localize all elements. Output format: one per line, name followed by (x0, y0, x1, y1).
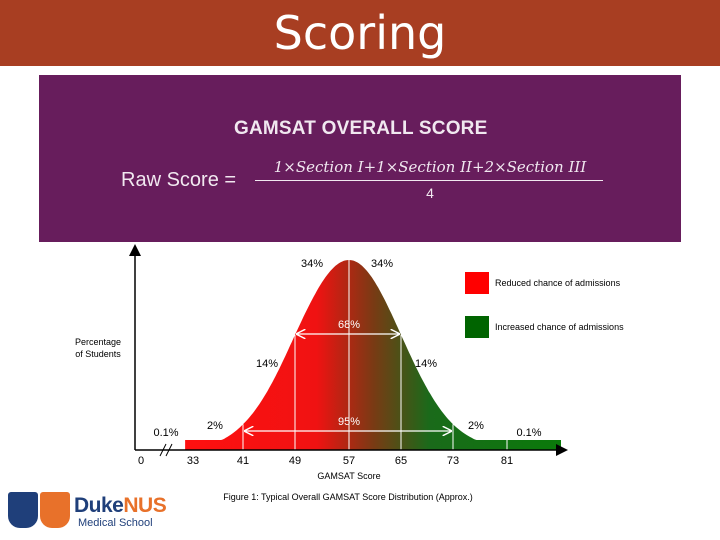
formula-denominator: 4 (426, 185, 434, 201)
segment-label-1: 2% (207, 420, 223, 432)
legend-swatch-0 (465, 272, 489, 294)
y-axis-label-line2: of Students (75, 349, 121, 359)
page-title: Scoring (273, 6, 447, 60)
figure-caption: Figure 1: Typical Overall GAMSAT Score D… (223, 492, 473, 502)
x-tick-label-73: 73 (447, 455, 459, 467)
duke-shield-icon (8, 492, 38, 528)
x-tick-label-81: 81 (501, 455, 513, 467)
formula-lhs: Raw Score = (121, 169, 237, 191)
segment-label-2: 14% (256, 358, 278, 370)
x-tick-label-0: 0 (138, 455, 144, 467)
x-tick-label-33: 33 (187, 455, 199, 467)
x-axis-label: GAMSAT Score (317, 471, 380, 481)
title-banner: Scoring (0, 0, 720, 66)
logo-brand-right: NUS (123, 494, 167, 517)
segment-label-5: 14% (415, 358, 437, 370)
interval-label-0: 68% (338, 319, 360, 331)
distribution-curve (185, 260, 561, 450)
interval-label-1: 95% (338, 416, 360, 428)
formula-title: GAMSAT OVERALL SCORE (234, 118, 488, 139)
logo-subtitle: Medical School (78, 517, 153, 529)
legend-label-1: Increased chance of admissions (495, 322, 624, 332)
logo-wordmark: DukeNUS (74, 494, 167, 518)
formula-numerator: 1×Section I+1×Section II+2×Section III (273, 158, 587, 176)
segment-label-6: 2% (468, 420, 484, 432)
nus-shield-icon (40, 492, 70, 528)
segment-label-4: 34% (371, 258, 393, 270)
legend-label-0: Reduced chance of admissions (495, 278, 621, 288)
segment-label-0: 0.1% (153, 427, 178, 439)
formula-panel: GAMSAT OVERALL SCORE Raw Score = 1×Secti… (39, 75, 681, 242)
x-tick-label-41: 41 (237, 455, 249, 467)
fraction-bar (255, 180, 603, 181)
x-tick-label-49: 49 (289, 455, 301, 467)
segment-label-7: 0.1% (516, 427, 541, 439)
duke-nus-logo: DukeNUS Medical School (8, 492, 168, 532)
score-distribution-chart: 0 33 41 49 57 65 73 81 GAMSAT Score Percentage of … (75, 244, 624, 502)
axis-break-1 (159, 443, 167, 457)
x-tick-label-65: 65 (395, 455, 407, 467)
segment-label-3: 34% (301, 258, 323, 270)
y-axis-label-line1: Percentage (75, 337, 121, 347)
x-tick-label-57: 57 (343, 455, 355, 467)
axis-break-2 (165, 443, 173, 457)
logo-brand-left: Duke (74, 494, 124, 517)
legend-swatch-1 (465, 316, 489, 338)
